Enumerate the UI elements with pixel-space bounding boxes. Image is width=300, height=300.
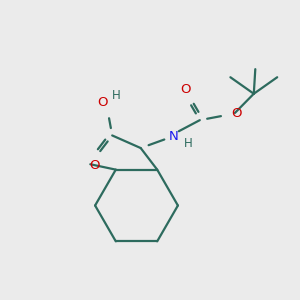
Text: H: H xyxy=(183,137,192,150)
Text: N: N xyxy=(169,130,178,142)
Text: O: O xyxy=(181,83,191,96)
Text: O: O xyxy=(97,96,108,109)
Text: H: H xyxy=(112,89,121,102)
Text: O: O xyxy=(89,159,100,172)
Text: O: O xyxy=(232,107,242,120)
